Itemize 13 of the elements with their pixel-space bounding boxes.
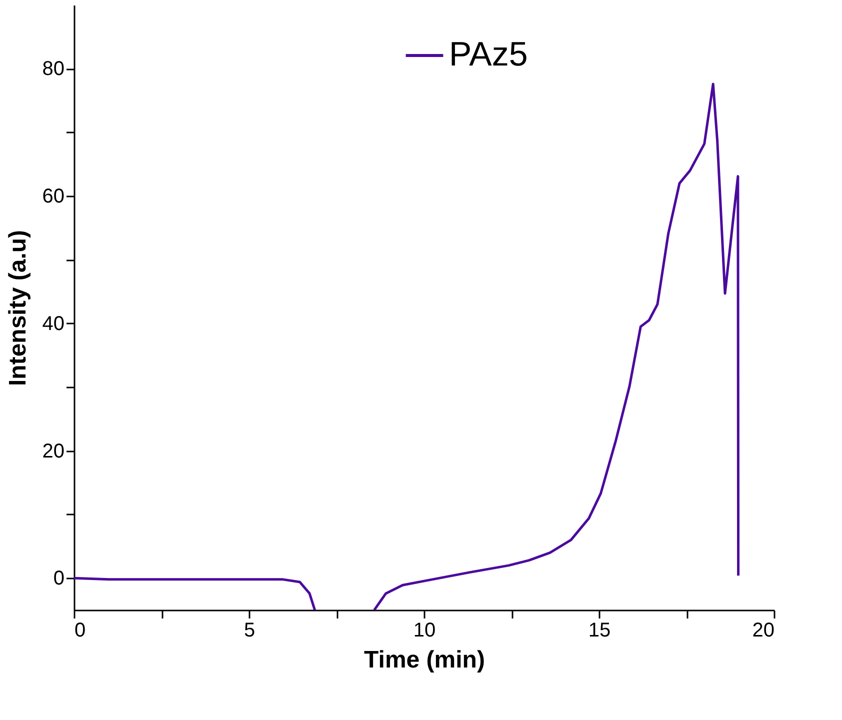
x-tick-label: 20 (752, 620, 774, 642)
y-tick-label: 20 (42, 440, 64, 462)
y-tick-label: 40 (42, 312, 64, 335)
y-tick-label: 0 (53, 568, 64, 590)
x-tick-label: 10 (413, 620, 436, 642)
x-tick-label: 15 (588, 620, 611, 642)
y-axis-title: Intensity (a.u) (4, 230, 32, 386)
y-tick-label: 80 (42, 58, 64, 80)
legend-label: PAz5 (449, 36, 528, 74)
x-axis-title: Time (min) (364, 646, 485, 674)
y-tick-label: 60 (42, 186, 64, 208)
x-tick-label: 5 (244, 620, 256, 642)
x-tick-label: 0 (74, 620, 86, 642)
